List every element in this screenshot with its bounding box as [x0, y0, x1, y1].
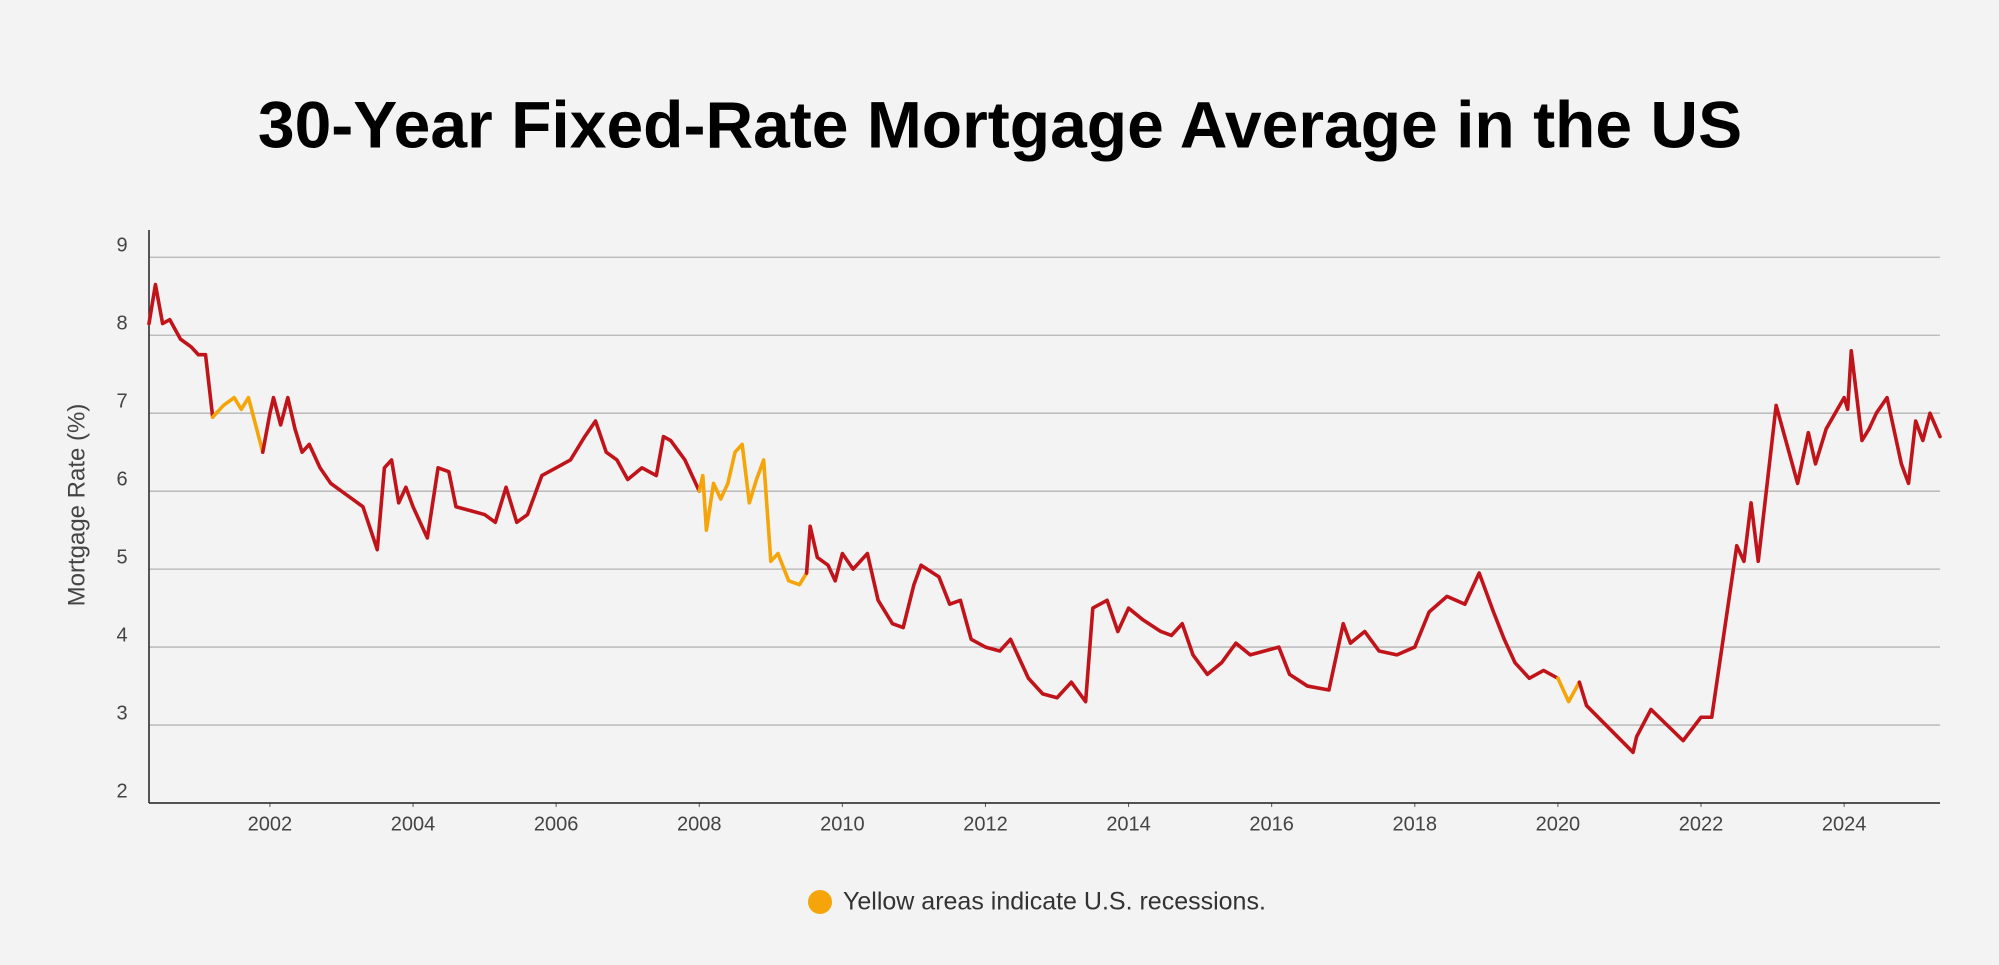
- rate-line: [1556, 676, 1582, 704]
- y-tick-label: 2: [116, 780, 127, 802]
- y-axis-label: Mortgage Rate (%): [63, 404, 90, 607]
- y-tick-label: 8: [116, 313, 127, 335]
- rate-line: [697, 442, 809, 587]
- x-tick-label: 2018: [1393, 813, 1438, 835]
- y-tick-label: 4: [116, 624, 127, 646]
- x-tick-label: 2024: [1822, 813, 1867, 835]
- chart-title: 30-Year Fixed-Rate Mortgage Average in t…: [258, 87, 1742, 161]
- rate-line: [210, 395, 265, 454]
- y-tick-label: 5: [116, 546, 127, 568]
- x-tick-label: 2010: [820, 813, 865, 835]
- x-tick-label: 2014: [1106, 813, 1151, 835]
- x-tick-label: 2022: [1679, 813, 1724, 835]
- y-tick-label: 9: [116, 235, 127, 257]
- x-tick-label: 2004: [391, 813, 436, 835]
- x-tick-label: 2006: [534, 813, 579, 835]
- y-tick-label: 3: [116, 702, 127, 724]
- y-tick-label: 7: [116, 390, 127, 412]
- rate-line: [1577, 349, 1942, 755]
- legend-note: Yellow areas indicate U.S. recessions.: [843, 888, 1266, 916]
- x-tick-label: 2002: [248, 813, 293, 835]
- x-tick-label: 2016: [1249, 813, 1294, 835]
- rate-line: [260, 395, 702, 552]
- legend-marker: [808, 890, 832, 914]
- rate-line: [147, 282, 215, 419]
- x-tick-label: 2012: [963, 813, 1008, 835]
- y-tick-label: 6: [116, 468, 127, 490]
- rate-line: [804, 524, 1560, 704]
- x-tick-label: 2020: [1536, 813, 1581, 835]
- x-tick-label: 2008: [677, 813, 722, 835]
